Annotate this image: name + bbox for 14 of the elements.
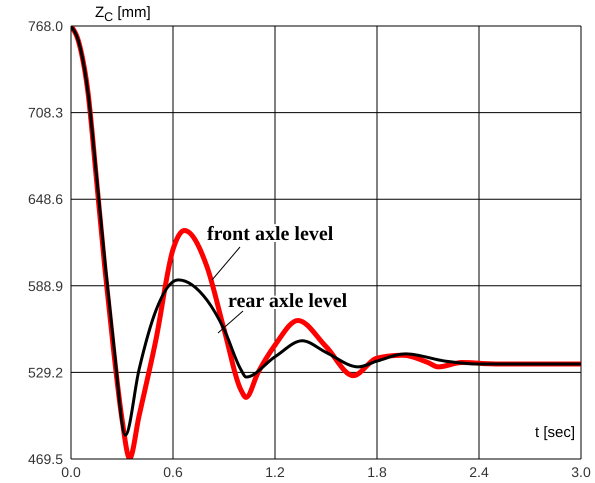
y-tick-label: 469.5 <box>28 450 64 467</box>
x-tick-label: 0.6 <box>163 464 183 480</box>
y-axis-title: Z$_{C}$ [mm] <box>92 4 154 24</box>
y-tick-label: 768.0 <box>28 18 64 34</box>
x-tick-label: 3.0 <box>571 464 591 480</box>
y-tick-label: 648.6 <box>28 191 64 208</box>
x-axis-title: t [sec] <box>534 424 575 441</box>
x-tick-label: 0.0 <box>61 464 81 480</box>
y-tick-label: 529.2 <box>28 364 64 380</box>
x-tick-label: 1.2 <box>265 464 285 480</box>
y-tick-label: 588.9 <box>28 278 64 294</box>
x-tick-label: 1.8 <box>367 464 387 480</box>
x-tick-label: 2.4 <box>469 464 489 480</box>
y-tick-label: 708.3 <box>28 104 64 121</box>
